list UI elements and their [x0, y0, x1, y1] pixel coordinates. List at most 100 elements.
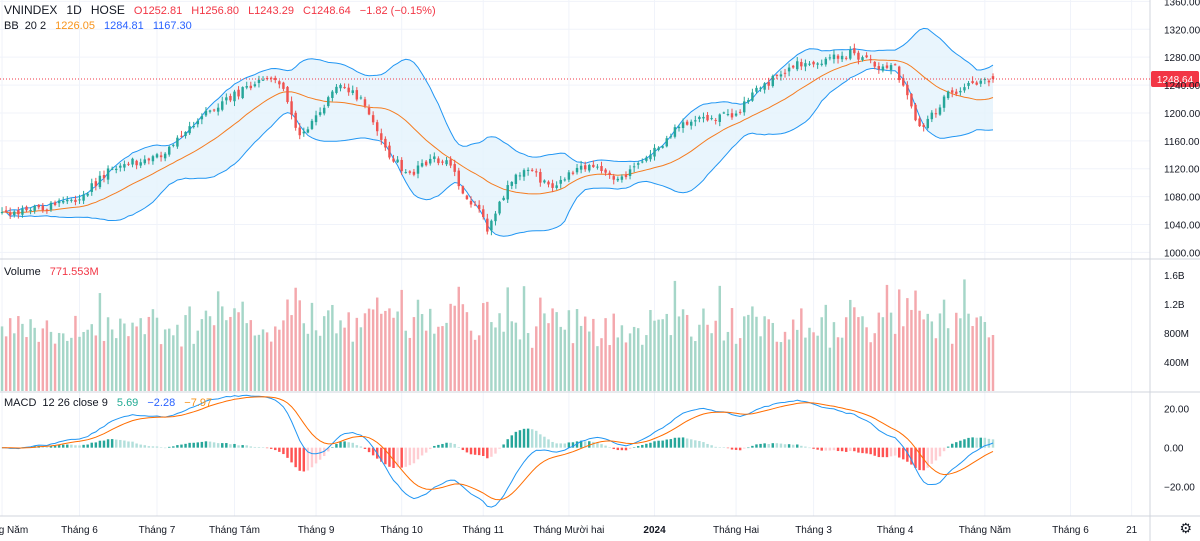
macd-hist-bar: [877, 447, 881, 458]
volume-legend[interactable]: Volume 771.553M: [4, 266, 105, 278]
candle-body: [486, 218, 489, 232]
macd-hist-bar: [938, 447, 942, 457]
volume-bar: [796, 329, 799, 391]
volume-bar: [718, 285, 721, 391]
candle-body: [359, 97, 363, 99]
interval[interactable]: 1D: [66, 3, 82, 17]
candle-body: [657, 147, 660, 150]
volume-bar: [873, 333, 876, 391]
macd-hist-bar: [367, 447, 371, 453]
macd-hist-bar: [416, 447, 420, 460]
macd-hist-bar: [78, 445, 81, 448]
candle-body: [592, 164, 595, 168]
macd-hist-bar: [673, 437, 677, 448]
volume-bar: [665, 313, 668, 391]
volume-bar: [722, 340, 726, 391]
macd-hist-bar: [661, 440, 664, 448]
candle-body: [61, 201, 65, 203]
candle-body: [257, 79, 261, 83]
bb-basis-value: 1226.05: [55, 20, 95, 32]
macd-hist-bar: [889, 447, 893, 457]
candle-body: [204, 110, 208, 116]
symbol[interactable]: VNINDEX: [4, 3, 58, 17]
candle-body: [926, 118, 929, 129]
macd-hist-bar: [526, 428, 530, 448]
candle-body: [641, 161, 644, 163]
candle-body: [967, 82, 970, 86]
macd-hist-bar: [404, 447, 407, 467]
bb-legend[interactable]: BB 20 2 1226.05 1284.81 1167.30: [4, 20, 198, 32]
candle-body: [188, 126, 191, 134]
candle-body: [445, 160, 448, 165]
volume-bar: [265, 332, 269, 391]
volume-bar: [539, 297, 542, 391]
volume-bar: [457, 286, 460, 391]
candle-body: [600, 166, 603, 171]
volume-bar: [461, 304, 465, 391]
candle-body: [767, 82, 770, 86]
macd-hist-bar: [759, 443, 762, 448]
candle-body: [791, 65, 795, 68]
candle-body: [783, 72, 787, 74]
macd-hist-bar: [632, 447, 636, 448]
volume-bar: [400, 289, 403, 391]
macd-tick-label: 20.00: [1164, 405, 1189, 416]
volume-bar: [375, 297, 379, 391]
macd-hist-bar: [722, 447, 726, 448]
bb-basis-line: [2, 59, 994, 214]
volume-bar: [547, 323, 550, 391]
volume-bar: [249, 320, 253, 391]
candle-body: [987, 80, 991, 83]
candle-body: [734, 113, 738, 116]
volume-bar: [579, 325, 583, 391]
volume-bar: [33, 327, 36, 391]
macd-legend[interactable]: MACD 12 26 close 9 5.69 −2.28 −7.97: [4, 397, 218, 409]
macd-hist-bar: [681, 437, 685, 448]
macd-hist-bar: [698, 440, 701, 448]
volume-bar: [669, 335, 673, 391]
candle-body: [902, 78, 905, 86]
candle-body: [604, 169, 607, 173]
macd-hist-bar: [229, 444, 232, 448]
candle-body: [832, 54, 836, 60]
candle-body: [453, 164, 456, 172]
macd-hist-bar: [608, 447, 611, 448]
volume-bar: [702, 308, 705, 391]
volume-bar: [159, 344, 163, 391]
macd-hist-bar: [710, 445, 713, 448]
settings-gear-icon[interactable]: ⚙: [1179, 520, 1192, 536]
macd-hist-bar: [57, 444, 61, 448]
macd-hist-bar: [604, 445, 607, 448]
bb-fill: [2, 28, 993, 237]
volume-bar: [310, 302, 314, 391]
volume-bar: [396, 311, 399, 391]
bb-params: 20 2: [24, 20, 47, 32]
candle-body: [636, 163, 640, 165]
candle-body: [151, 156, 155, 162]
macd-hist-bar: [530, 429, 534, 448]
candle-body: [278, 81, 281, 85]
macd-hist-bar: [506, 439, 509, 448]
macd-hist-bar: [535, 430, 538, 448]
macd-hist-bar: [751, 445, 754, 448]
volume-bar: [632, 326, 636, 391]
candle-body: [816, 63, 819, 65]
macd-hist-bar: [437, 444, 440, 448]
macd-hist-bar: [914, 447, 917, 468]
macd-hist-bar: [677, 437, 681, 448]
candle-body: [889, 65, 893, 70]
candle-body: [787, 67, 791, 72]
volume-bar: [800, 308, 803, 391]
exchange: HOSE: [90, 3, 125, 17]
candle-body: [853, 48, 856, 54]
macd-hist-bar: [946, 446, 950, 448]
candle-body: [551, 183, 554, 188]
volume-bar: [767, 319, 770, 391]
macd-hist-bar: [791, 444, 795, 448]
macd-hist-bar: [139, 444, 142, 448]
macd-hist-bar: [449, 442, 452, 448]
candle-body: [306, 129, 310, 133]
volume-bar: [641, 344, 644, 391]
candle-body: [420, 163, 424, 167]
